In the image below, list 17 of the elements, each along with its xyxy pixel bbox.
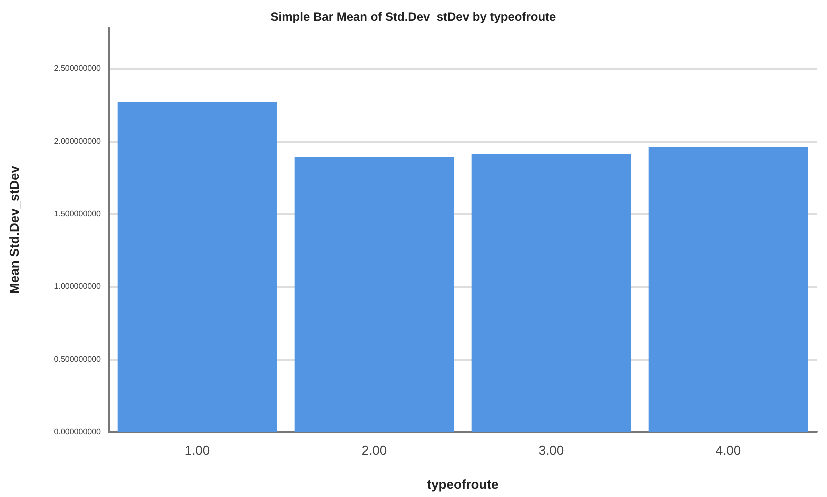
y-tick-label: 0.000000000 xyxy=(54,428,102,436)
y-tick-label: 2.000000000 xyxy=(54,136,102,146)
bar xyxy=(472,154,632,432)
y-axis-title: Mean Std.Dev_stDev xyxy=(7,165,22,294)
x-axis-title: typeofroute xyxy=(427,477,499,492)
x-tick-label: 4.00 xyxy=(716,443,742,458)
y-tick-label: 2.500000000 xyxy=(54,64,102,74)
y-tick-label: 0.500000000 xyxy=(54,354,102,364)
x-tick-label: 2.00 xyxy=(362,443,388,458)
bar xyxy=(648,147,808,432)
chart-title: Simple Bar Mean of Std.Dev_stDev by typeofroute xyxy=(270,10,557,24)
y-tick-label: 1.000000000 xyxy=(54,282,102,292)
bar xyxy=(118,102,278,432)
y-tick-label: 1.500000000 xyxy=(54,210,102,219)
x-tick-label: 1.00 xyxy=(184,443,210,458)
x-tick-label: 3.00 xyxy=(538,443,564,458)
bar xyxy=(294,157,454,432)
